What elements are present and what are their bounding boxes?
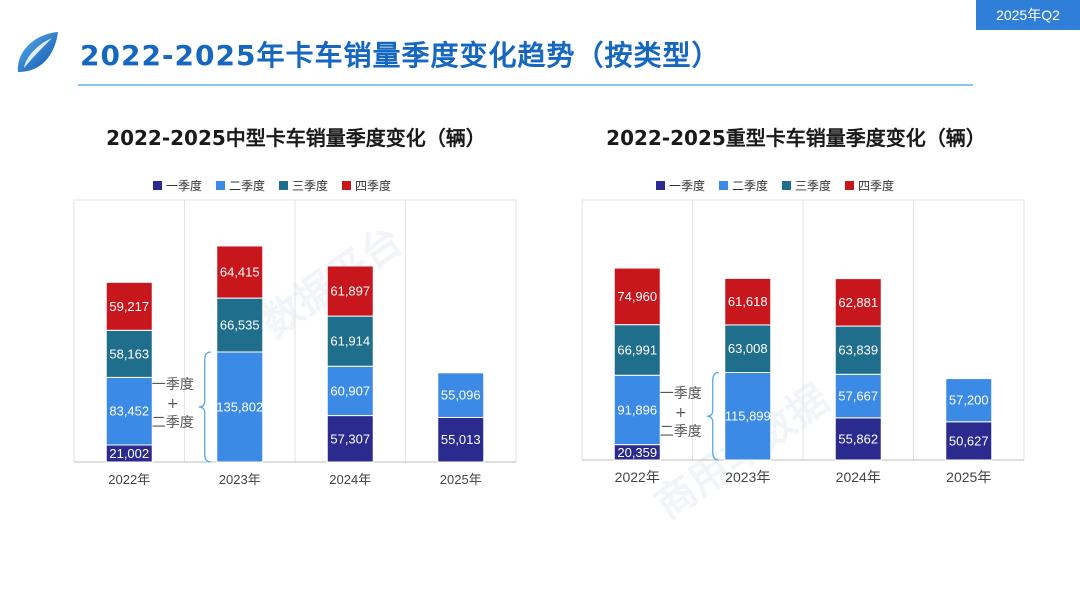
legend-swatch-q4 (342, 181, 352, 190)
bar-segment-q3 (834, 325, 882, 375)
data-label: 50,627 (949, 433, 989, 448)
chart-title-heavy: 2022-2025重型卡车销量季度变化（辆） (606, 126, 986, 150)
x-tick-label: 2023年 (219, 472, 261, 487)
bar-segment-q3 (216, 297, 264, 353)
data-label: 57,200 (949, 393, 989, 408)
bar-segment-q2 (945, 378, 993, 423)
bar-segment-q3 (613, 324, 661, 376)
legend-label: 四季度 (858, 179, 895, 193)
x-tick-label: 2022年 (108, 472, 150, 487)
bar-segment-q3 (724, 324, 772, 373)
annotation-bracket (706, 371, 719, 461)
annotation-label: 二季度 (152, 415, 194, 431)
bar-segment-q4 (724, 277, 772, 326)
data-label: 64,415 (220, 265, 260, 280)
bar-segment-q4 (613, 267, 661, 326)
bar-segment-q2 (613, 374, 661, 446)
legend-swatch-q3 (279, 181, 289, 190)
medium-truck-stacked-bar-chart: 21,00283,45258,16359,2172022年0135,80266,… (73, 199, 517, 487)
chart-title-medium: 2022-2025中型卡车销量季度变化（辆） (106, 126, 486, 150)
data-label: 66,535 (220, 318, 260, 333)
legend-item-q4: 四季度 (342, 177, 391, 194)
bar-segment-q3 (326, 315, 374, 367)
legend-item-q2: 二季度 (216, 177, 265, 194)
data-label: 74,960 (617, 289, 657, 304)
legend-swatch-q2 (216, 181, 226, 190)
data-label: 135,802 (216, 400, 263, 415)
legend-medium: 一季度 二季度 三季度 四季度 (153, 177, 391, 194)
data-label: 55,013 (441, 432, 481, 447)
data-label: 62,881 (838, 295, 878, 310)
bar-segment-q2 (216, 351, 264, 463)
legend-label: 三季度 (795, 179, 832, 193)
legend-item-q4: 四季度 (845, 177, 894, 194)
bar-segment-q1 (834, 417, 882, 461)
x-tick-label: 2022年 (615, 469, 660, 485)
data-label: 57,667 (838, 389, 878, 404)
legend-item-q2: 二季度 (719, 177, 768, 194)
heavy-truck-stacked-bar-chart: 20,35991,89666,99174,9602022年0115,89963,… (581, 199, 1025, 485)
data-label: 66,991 (617, 342, 657, 357)
annotation-label: 二季度 (660, 424, 702, 440)
legend-swatch-q1 (656, 181, 665, 190)
legend-item-q3: 三季度 (782, 177, 831, 194)
bar-segment-q2 (105, 376, 153, 446)
x-tick-label: 2025年 (440, 472, 482, 487)
legend-label: 一季度 (669, 179, 706, 193)
data-label: 55,096 (441, 388, 481, 403)
data-label: 55,862 (838, 431, 878, 446)
legend-swatch-q3 (782, 181, 792, 190)
period-badge: 2025年Q2 (976, 0, 1080, 30)
data-label: 91,896 (617, 402, 657, 417)
data-label: 61,897 (330, 284, 370, 299)
annotation-label: 一季度 (660, 386, 702, 402)
data-label: 57,307 (330, 431, 370, 446)
legend-label: 二季度 (229, 179, 266, 193)
annotation-label: + (675, 405, 687, 421)
bar-segment-q4 (834, 278, 882, 327)
bar-segment-q1 (437, 416, 485, 463)
legend-item-q1: 一季度 (153, 177, 202, 194)
bar-segment-q1 (326, 415, 374, 463)
annotation-label: 一季度 (152, 377, 194, 393)
bar-segment-q4 (216, 245, 264, 299)
bar-segment-q1 (945, 421, 993, 461)
legend-item-q1: 一季度 (656, 177, 705, 194)
data-label: 83,452 (109, 404, 149, 419)
annotation-label: + (167, 396, 179, 412)
title-divider (78, 84, 973, 86)
legend-label: 二季度 (732, 179, 769, 193)
data-label: 61,914 (330, 334, 370, 349)
x-tick-label: 2025年 (946, 469, 991, 485)
bar-segment-q2 (724, 371, 772, 461)
legend-item-q3: 三季度 (279, 177, 328, 194)
brand-logo-icon (17, 32, 58, 72)
page-title: 2022-2025年卡车销量季度变化趋势（按类型） (80, 39, 721, 72)
data-label: 61,618 (728, 294, 768, 309)
data-label: 63,008 (728, 341, 768, 356)
legend-label: 一季度 (166, 179, 203, 193)
bar-segment-q2 (326, 365, 374, 417)
data-label: 60,907 (330, 383, 370, 398)
data-label: 21,002 (109, 446, 149, 461)
data-label: 115,899 (725, 409, 771, 424)
bar-segment-q4 (326, 265, 374, 317)
bar-segment-q2 (834, 373, 882, 419)
data-label: 59,217 (109, 299, 149, 314)
legend-swatch-q2 (719, 181, 729, 190)
bar-segment-q2 (437, 372, 485, 418)
legend-label: 四季度 (355, 179, 392, 193)
annotation-bracket (198, 351, 211, 463)
x-tick-label: 2024年 (836, 469, 881, 485)
legend-label: 三季度 (292, 179, 329, 193)
bar-segment-q4 (105, 281, 153, 331)
data-label: 63,839 (838, 343, 878, 358)
legend-heavy: 一季度 二季度 三季度 四季度 (656, 177, 894, 194)
data-label: 20,359 (617, 445, 657, 460)
x-tick-label: 2024年 (329, 472, 371, 487)
legend-swatch-q4 (845, 181, 855, 190)
legend-swatch-q1 (153, 181, 162, 190)
x-tick-label: 2023年 (725, 469, 770, 485)
data-label: 58,163 (109, 346, 149, 361)
